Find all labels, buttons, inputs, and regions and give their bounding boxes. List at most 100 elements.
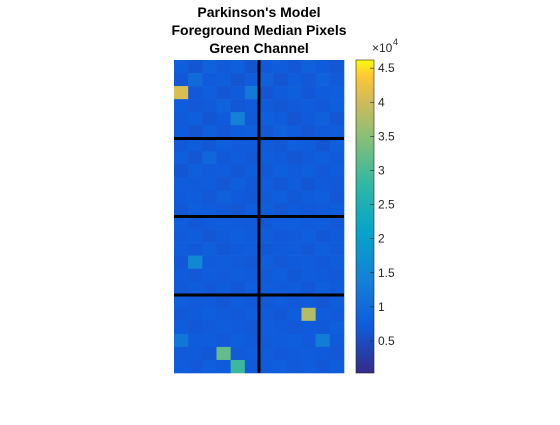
cell <box>216 346 231 361</box>
cell <box>174 190 189 204</box>
cell <box>244 190 260 204</box>
cell <box>230 294 246 309</box>
cell <box>202 242 217 256</box>
cell <box>329 268 345 283</box>
cell <box>287 294 302 309</box>
cell <box>301 359 316 374</box>
cell <box>216 60 231 74</box>
cell <box>174 333 189 348</box>
cell <box>216 138 231 152</box>
colorbar-tick-label: 2 <box>378 232 385 246</box>
colorbar-tick-label: 0.5 <box>378 334 395 348</box>
cell <box>259 229 274 243</box>
cell <box>329 294 345 309</box>
cell <box>230 99 246 113</box>
cell <box>202 294 217 309</box>
cell <box>329 333 345 348</box>
title-line: Green Channel <box>209 40 309 56</box>
cell <box>188 242 203 256</box>
cell <box>216 281 231 296</box>
cell <box>301 320 316 335</box>
cell <box>315 112 331 126</box>
cell <box>174 99 189 113</box>
cell <box>244 99 260 113</box>
colorbar-tick-label: 4.5 <box>378 61 395 75</box>
cell <box>315 307 331 322</box>
cell <box>202 281 217 296</box>
cell <box>329 346 345 361</box>
cell <box>216 333 231 348</box>
cell <box>216 203 231 217</box>
cell <box>202 190 217 204</box>
cell <box>216 112 231 126</box>
cell <box>230 307 246 322</box>
cell <box>287 229 302 243</box>
cell <box>174 86 189 100</box>
cell <box>174 138 189 152</box>
cell <box>315 203 331 217</box>
cell <box>244 86 260 100</box>
cell <box>174 255 189 269</box>
cell <box>174 60 189 74</box>
cell <box>216 255 231 269</box>
cell <box>301 268 316 283</box>
cell <box>273 125 288 139</box>
cell <box>188 294 203 309</box>
cell <box>216 73 231 87</box>
cell <box>188 203 203 217</box>
cell <box>216 177 231 191</box>
cell <box>244 268 260 283</box>
cell <box>329 216 345 230</box>
cell <box>259 203 274 217</box>
cell <box>301 333 316 348</box>
cell <box>188 99 203 113</box>
cell <box>230 60 246 74</box>
cell <box>259 359 274 374</box>
cell <box>230 333 246 348</box>
cell <box>315 359 331 374</box>
cell <box>301 307 316 322</box>
cell <box>287 307 302 322</box>
cell <box>329 151 345 165</box>
cell <box>202 151 217 165</box>
cell <box>216 151 231 165</box>
cell <box>230 177 246 191</box>
cell <box>202 203 217 217</box>
cell <box>259 190 274 204</box>
cell <box>301 86 316 100</box>
cell <box>202 333 217 348</box>
cell <box>287 320 302 335</box>
cell <box>301 203 316 217</box>
cell <box>202 346 217 361</box>
cell <box>259 294 274 309</box>
cell <box>230 320 246 335</box>
colorbar-tick-label: 1.5 <box>378 266 395 280</box>
cell <box>244 307 260 322</box>
cell <box>315 60 331 74</box>
cell <box>315 281 331 296</box>
cell <box>202 307 217 322</box>
cell <box>174 125 189 139</box>
cell <box>259 333 274 348</box>
cell <box>244 177 260 191</box>
cell <box>202 60 217 74</box>
cell <box>287 99 302 113</box>
cell <box>273 203 288 217</box>
cell <box>315 164 331 178</box>
cell <box>244 151 260 165</box>
cell <box>259 86 274 100</box>
cell <box>273 242 288 256</box>
cell <box>259 346 274 361</box>
cell <box>259 281 274 296</box>
cell <box>202 99 217 113</box>
cell <box>259 112 274 126</box>
cell <box>188 216 203 230</box>
cell <box>174 73 189 87</box>
cell <box>287 255 302 269</box>
cell <box>188 333 203 348</box>
cell <box>188 190 203 204</box>
cell <box>216 268 231 283</box>
cell <box>216 86 231 100</box>
cell <box>329 320 345 335</box>
cell <box>287 151 302 165</box>
